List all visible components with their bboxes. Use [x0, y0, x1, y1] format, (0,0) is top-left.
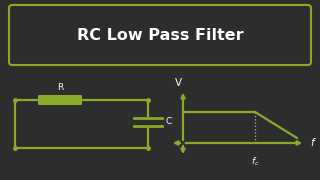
Text: C: C — [166, 118, 172, 127]
Text: f: f — [310, 138, 314, 148]
FancyBboxPatch shape — [9, 5, 311, 65]
Bar — [38, 95, 82, 105]
Text: RC Low Pass Filter: RC Low Pass Filter — [77, 28, 243, 44]
Text: V: V — [174, 78, 181, 88]
Text: $f_c$: $f_c$ — [251, 155, 259, 168]
Text: R: R — [57, 83, 63, 92]
